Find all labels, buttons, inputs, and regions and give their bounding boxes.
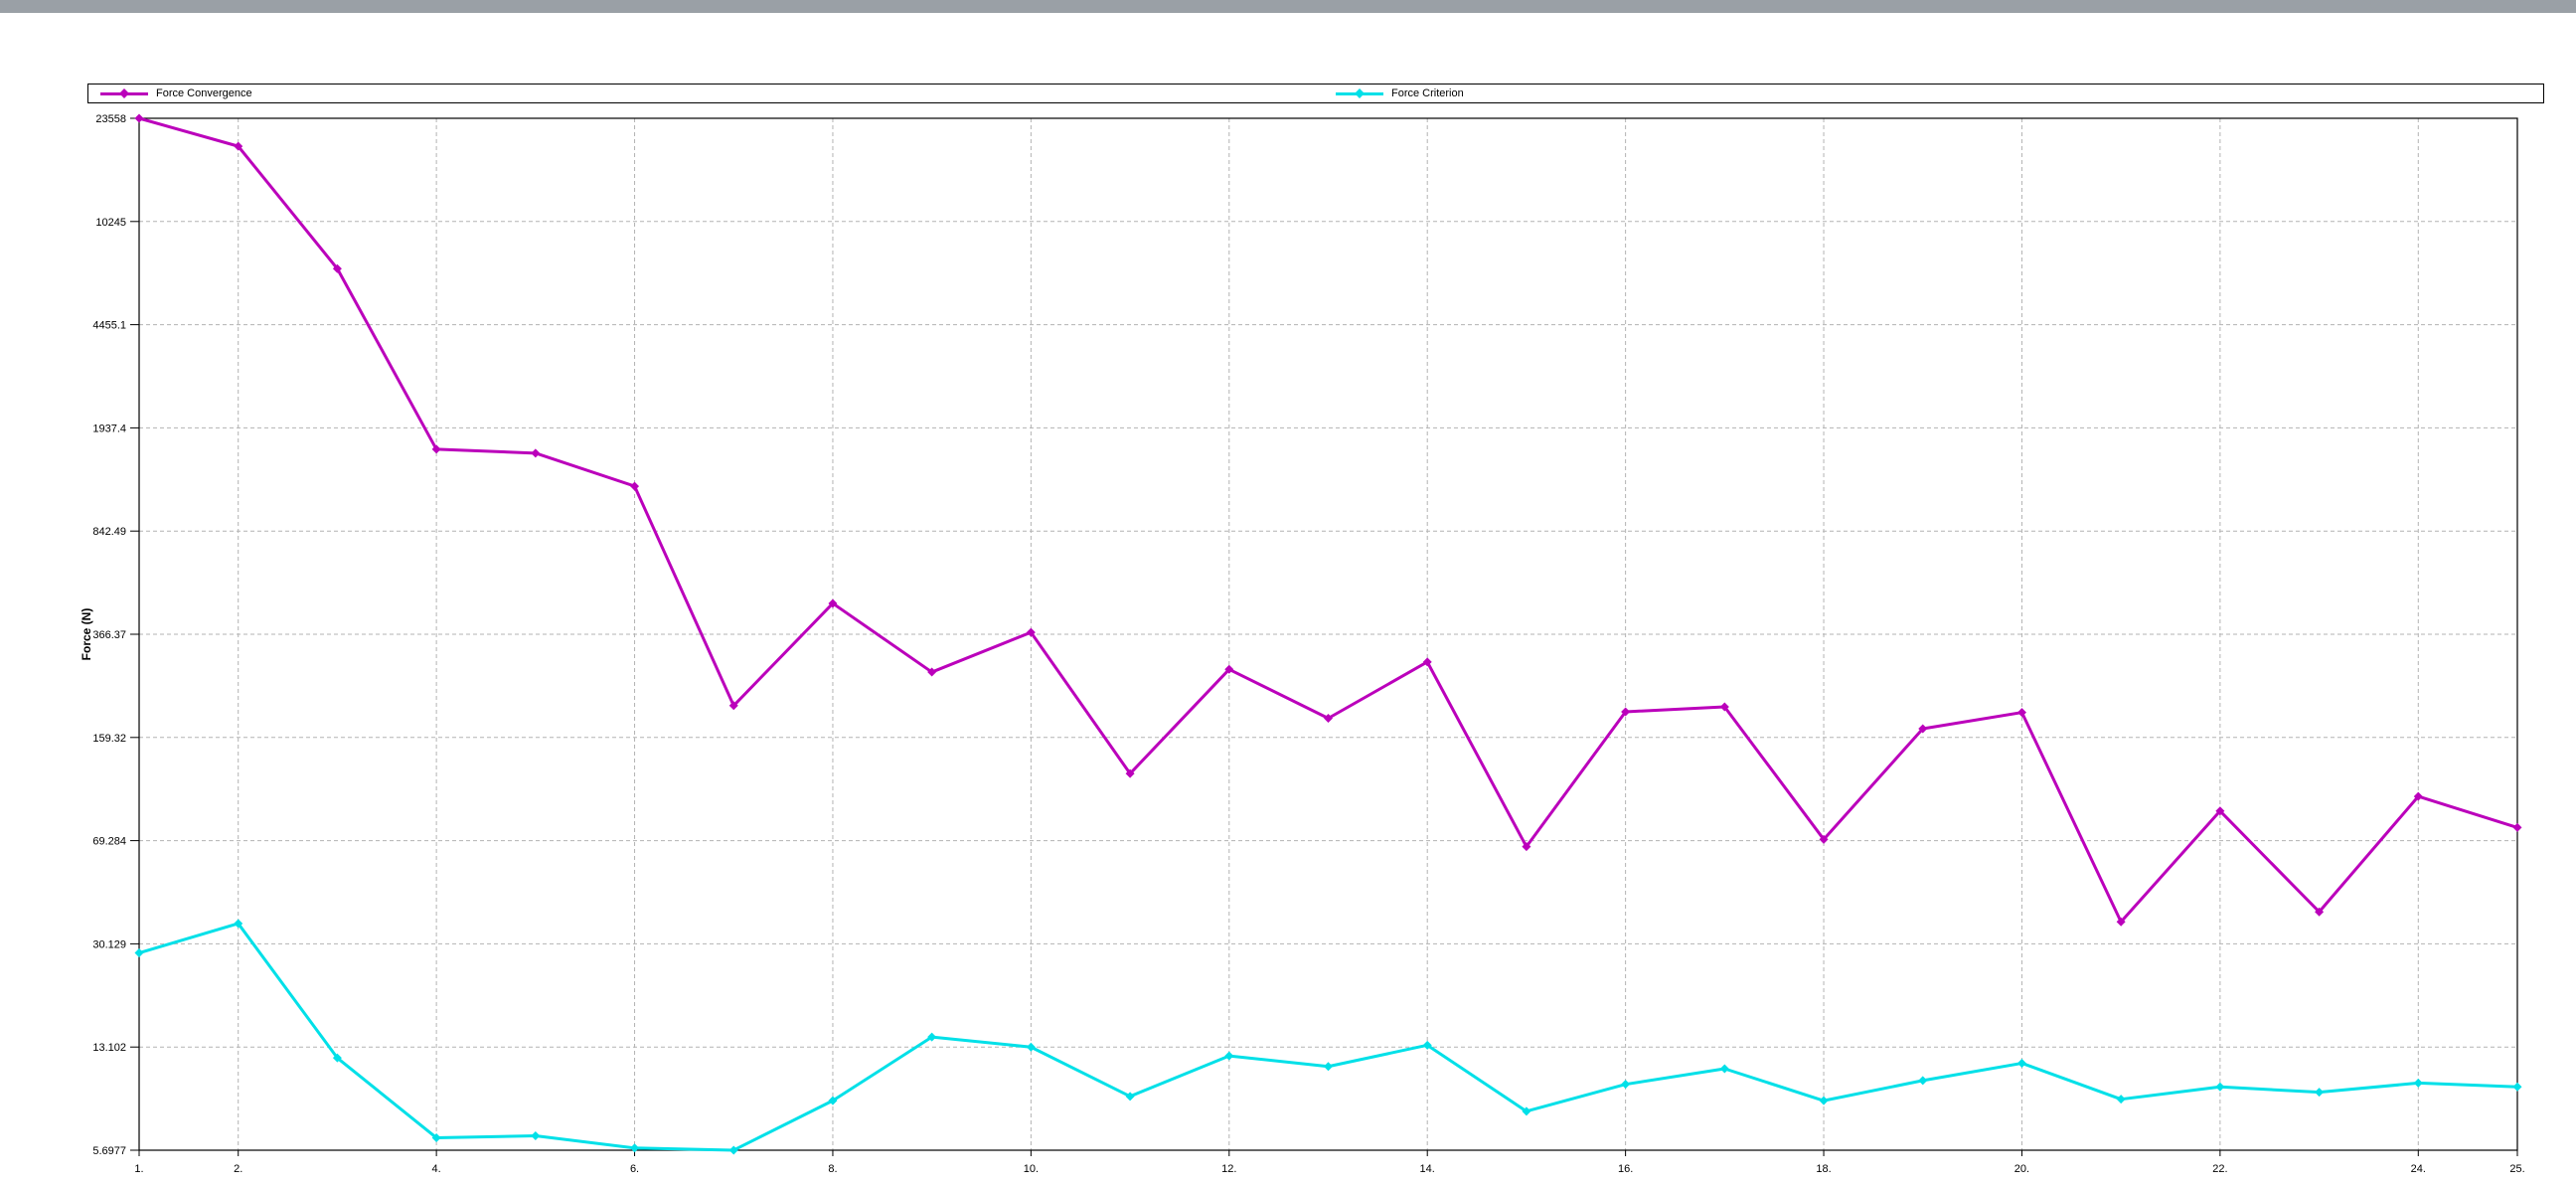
data-point-marker xyxy=(332,263,342,273)
window-top-bar xyxy=(0,0,2576,13)
x-tick-label: 6. xyxy=(630,1163,639,1175)
x-tick-label: 24. xyxy=(2411,1163,2426,1175)
data-point-marker xyxy=(1819,834,1829,844)
x-tick-label: 12. xyxy=(1221,1163,1236,1175)
data-point-marker xyxy=(1719,1064,1729,1074)
x-tick-label: 2. xyxy=(234,1163,242,1175)
legend-item-force-criterion: Force Criterion xyxy=(1336,85,1464,102)
x-tick-label: 22. xyxy=(2212,1163,2227,1175)
data-point-marker xyxy=(431,444,441,454)
y-tick-label: 366.37 xyxy=(92,629,126,641)
data-point-marker xyxy=(927,1032,937,1042)
data-point-marker xyxy=(2315,1088,2325,1098)
data-point-marker xyxy=(431,1132,441,1142)
data-point-marker xyxy=(2512,822,2522,832)
data-point-marker xyxy=(332,1053,342,1063)
data-point-marker xyxy=(828,1096,838,1105)
data-point-marker xyxy=(828,598,838,608)
data-point-marker xyxy=(1026,1042,1036,1052)
data-point-marker xyxy=(1324,1062,1333,1072)
y-tick-label: 1937.4 xyxy=(92,423,126,434)
data-point-marker xyxy=(2016,708,2026,718)
data-point-marker xyxy=(1522,1106,1531,1116)
data-point-marker xyxy=(234,141,243,151)
x-tick-label: 8. xyxy=(828,1163,837,1175)
data-point-marker xyxy=(234,919,243,929)
y-tick-label: 159.32 xyxy=(92,733,126,745)
data-point-marker xyxy=(728,1145,738,1155)
y-tick-label: 13.102 xyxy=(92,1042,126,1054)
data-point-marker xyxy=(134,948,144,958)
data-point-marker xyxy=(1522,842,1531,852)
data-point-marker xyxy=(134,113,144,123)
data-point-marker xyxy=(1324,714,1333,724)
force-criterion-line-icon xyxy=(1336,88,1383,98)
y-tick-label: 10245 xyxy=(95,217,126,229)
data-point-marker xyxy=(927,667,937,677)
y-tick-label: 23558 xyxy=(95,113,126,125)
data-point-marker xyxy=(2315,907,2325,917)
data-point-marker xyxy=(1224,1051,1234,1061)
data-point-marker xyxy=(2413,791,2423,801)
data-point-marker xyxy=(728,701,738,711)
data-point-marker xyxy=(1125,768,1135,778)
chart-legend: Force Convergence Force Criterion xyxy=(87,84,2544,103)
data-point-marker xyxy=(1422,1040,1432,1050)
legend-label-force-criterion: Force Criterion xyxy=(1391,87,1464,99)
data-point-marker xyxy=(1621,1080,1631,1090)
legend-label-force-convergence: Force Convergence xyxy=(156,87,252,99)
data-point-marker xyxy=(1422,657,1432,667)
x-tick-label: 14. xyxy=(1420,1163,1435,1175)
data-point-marker xyxy=(2512,1082,2522,1092)
series-line xyxy=(138,922,2518,1152)
x-tick-label: 18. xyxy=(1816,1163,1831,1175)
data-point-marker xyxy=(2116,1095,2126,1104)
data-point-marker xyxy=(630,481,640,491)
data-point-marker xyxy=(531,1131,541,1141)
data-point-marker xyxy=(1125,1092,1135,1102)
x-tick-label: 1. xyxy=(134,1163,143,1175)
data-point-marker xyxy=(1918,724,1928,734)
x-tick-label: 25. xyxy=(2509,1163,2524,1175)
data-point-marker xyxy=(2413,1078,2423,1088)
data-point-marker xyxy=(2215,806,2225,816)
data-point-marker xyxy=(2016,1058,2026,1068)
data-point-marker xyxy=(531,448,541,458)
y-tick-label: 30.129 xyxy=(92,938,126,950)
data-point-marker xyxy=(2116,917,2126,927)
data-point-marker xyxy=(2215,1082,2225,1092)
x-tick-label: 10. xyxy=(1024,1163,1039,1175)
data-point-marker xyxy=(1819,1096,1829,1105)
y-tick-label: 5.6977 xyxy=(92,1145,126,1157)
data-point-marker xyxy=(1224,664,1234,674)
x-tick-label: 4. xyxy=(432,1163,441,1175)
force-convergence-line-icon xyxy=(100,88,148,98)
legend-item-force-convergence: Force Convergence xyxy=(100,85,252,102)
x-tick-label: 16. xyxy=(1618,1163,1633,1175)
data-point-marker xyxy=(1026,627,1036,637)
data-point-marker xyxy=(1719,702,1729,712)
data-point-marker xyxy=(630,1143,640,1153)
x-tick-label: 20. xyxy=(2014,1163,2029,1175)
data-point-marker xyxy=(1621,707,1631,717)
series-line xyxy=(138,116,2518,924)
y-tick-label: 69.284 xyxy=(92,836,126,848)
y-tick-label: 842.49 xyxy=(92,526,126,538)
y-tick-label: 4455.1 xyxy=(92,320,126,332)
data-point-marker xyxy=(1918,1076,1928,1086)
